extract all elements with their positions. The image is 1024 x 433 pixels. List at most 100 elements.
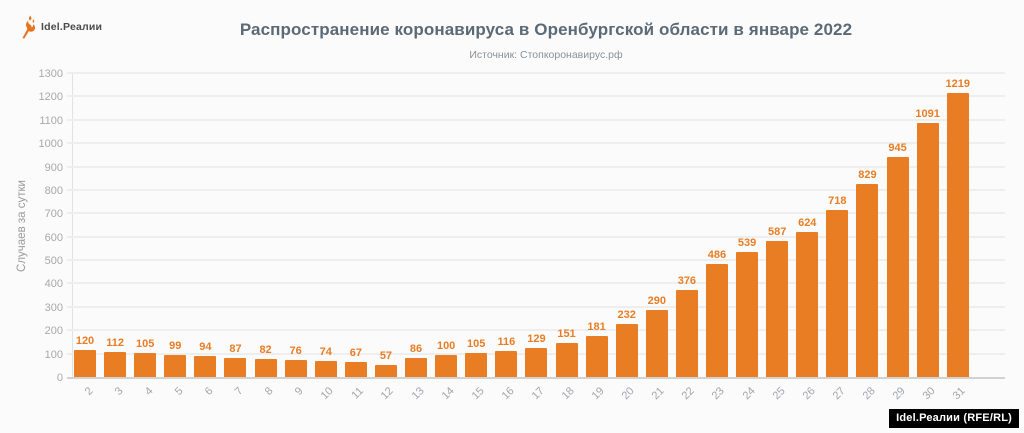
bar-slot: 99 5 xyxy=(164,74,187,398)
bar-value-label: 129 xyxy=(527,332,546,345)
bar-value-label: 116 xyxy=(497,335,516,348)
bar-value-label: 1091 xyxy=(915,107,940,120)
bar-value-label: 76 xyxy=(289,345,302,358)
x-tick-label: 7 xyxy=(232,385,246,398)
bar-slot: 105 4 xyxy=(134,74,157,398)
bar-slot: 1219 31 xyxy=(945,74,970,402)
bar-value-label: 67 xyxy=(349,347,362,360)
bar-day-10 xyxy=(314,360,337,378)
bar-day-18 xyxy=(555,342,578,378)
bar-value-label: 1219 xyxy=(945,77,970,90)
x-tick-label: 8 xyxy=(262,385,276,398)
bar-day-17 xyxy=(525,347,548,378)
title-block: Распространение коронавируса в Оренбургс… xyxy=(70,20,1022,61)
x-tick-label: 25 xyxy=(770,385,788,403)
bar-day-16 xyxy=(495,350,518,378)
y-tick-label: 500 xyxy=(44,255,63,268)
bar-slot: 624 26 xyxy=(796,74,819,402)
logo: Idel.Реалии xyxy=(18,15,102,39)
chart-subtitle: Источник: Стопкоронавирус.рф xyxy=(469,49,623,61)
bar-value-label: 74 xyxy=(319,345,332,358)
y-tick-label: 800 xyxy=(44,184,63,197)
bar-day-20 xyxy=(615,323,638,378)
y-tick-label: 900 xyxy=(44,161,63,174)
bar-slot: 86 13 xyxy=(405,74,428,402)
y-tick-label: 100 xyxy=(44,348,63,361)
bar-day-2 xyxy=(74,349,96,378)
x-tick-label: 18 xyxy=(559,385,577,403)
y-tick-label: 1100 xyxy=(39,114,63,127)
bar-day-11 xyxy=(344,362,367,378)
y-tick-label: 200 xyxy=(44,325,63,338)
bar-value-label: 376 xyxy=(677,275,697,288)
x-axis-line xyxy=(67,377,1005,379)
bar-day-19 xyxy=(585,335,608,378)
gridline xyxy=(67,259,1005,262)
bar-value-label: 587 xyxy=(767,225,787,238)
gridline xyxy=(67,188,1005,191)
y-tick-label: 1200 xyxy=(38,91,63,104)
x-tick-label: 27 xyxy=(830,385,848,403)
bar-slot: 120 2 xyxy=(74,74,96,398)
bar-slot: 67 11 xyxy=(344,74,367,402)
y-tick-label: 1300 xyxy=(38,68,63,80)
bar-value-label: 486 xyxy=(707,249,727,262)
x-tick-label: 19 xyxy=(589,385,607,403)
bar-value-label: 105 xyxy=(467,338,486,351)
bar-value-label: 87 xyxy=(229,342,242,355)
bars-row: 120 2 112 3 105 4 99 5 94 6 87 7 82 8 76 9 74 10 67 11 57 12 8… xyxy=(74,74,970,402)
x-tick-label: 11 xyxy=(349,385,367,402)
gridline xyxy=(67,118,1005,121)
x-tick-label: 6 xyxy=(202,385,216,398)
bar-slot: 718 27 xyxy=(826,74,849,402)
x-tick-label: 4 xyxy=(142,385,156,398)
bar-slot: 76 9 xyxy=(284,74,307,398)
bar-day-5 xyxy=(164,354,187,378)
bar-slot: 82 8 xyxy=(254,74,277,398)
bar-day-21 xyxy=(645,310,668,378)
bar-slot: 116 16 xyxy=(495,74,518,402)
x-tick-label: 12 xyxy=(379,385,397,403)
x-tick-label: 13 xyxy=(409,385,427,403)
bar-value-label: 105 xyxy=(136,338,155,351)
x-tick-label: 10 xyxy=(318,385,337,403)
plot-area: 120 2 112 3 105 4 99 5 94 6 87 7 82 8 76 9 74 10 67 11 57 12 8… xyxy=(39,68,1005,402)
bar-day-13 xyxy=(405,357,428,378)
bar-slot: 100 14 xyxy=(435,74,458,402)
bar-day-12 xyxy=(374,364,397,378)
bar-day-23 xyxy=(705,264,728,378)
bar-value-label: 539 xyxy=(737,236,757,249)
bar-day-26 xyxy=(796,232,819,378)
bar-day-24 xyxy=(736,251,759,378)
y-axis-line xyxy=(72,74,73,378)
y-tick-label: 400 xyxy=(44,278,63,291)
bar-day-7 xyxy=(224,357,247,378)
bar-value-label: 945 xyxy=(888,142,907,155)
x-tick-label: 20 xyxy=(619,385,637,403)
bar-value-label: 82 xyxy=(259,343,272,356)
bar-value-label: 232 xyxy=(617,308,636,321)
gridline xyxy=(67,212,1005,215)
bar-slot: 94 6 xyxy=(194,74,217,398)
bar-value-label: 151 xyxy=(557,327,576,340)
x-tick-label: 5 xyxy=(172,385,186,398)
y-tick-label: 1000 xyxy=(38,138,63,151)
x-tick-label: 9 xyxy=(293,385,306,398)
bar-slot: 181 19 xyxy=(585,74,608,402)
bar-slot: 112 3 xyxy=(104,74,127,398)
bar-slot: 539 24 xyxy=(736,74,759,402)
bar-day-29 xyxy=(886,157,909,378)
bar-slot: 232 20 xyxy=(615,74,638,402)
bar-slot: 945 29 xyxy=(886,74,909,402)
bar-day-25 xyxy=(766,240,789,378)
bar-value-label: 100 xyxy=(436,339,456,352)
bar-slot: 587 25 xyxy=(766,74,789,402)
bar-slot: 376 22 xyxy=(675,74,698,402)
bar-day-31 xyxy=(946,92,969,378)
y-axis-title: Случаев за сутки xyxy=(16,180,28,272)
x-tick-label: 15 xyxy=(469,385,487,403)
y-tick-label: 0 xyxy=(56,372,63,384)
gridline xyxy=(67,165,1005,168)
bar-day-30 xyxy=(916,122,939,378)
bar-day-6 xyxy=(194,356,217,378)
